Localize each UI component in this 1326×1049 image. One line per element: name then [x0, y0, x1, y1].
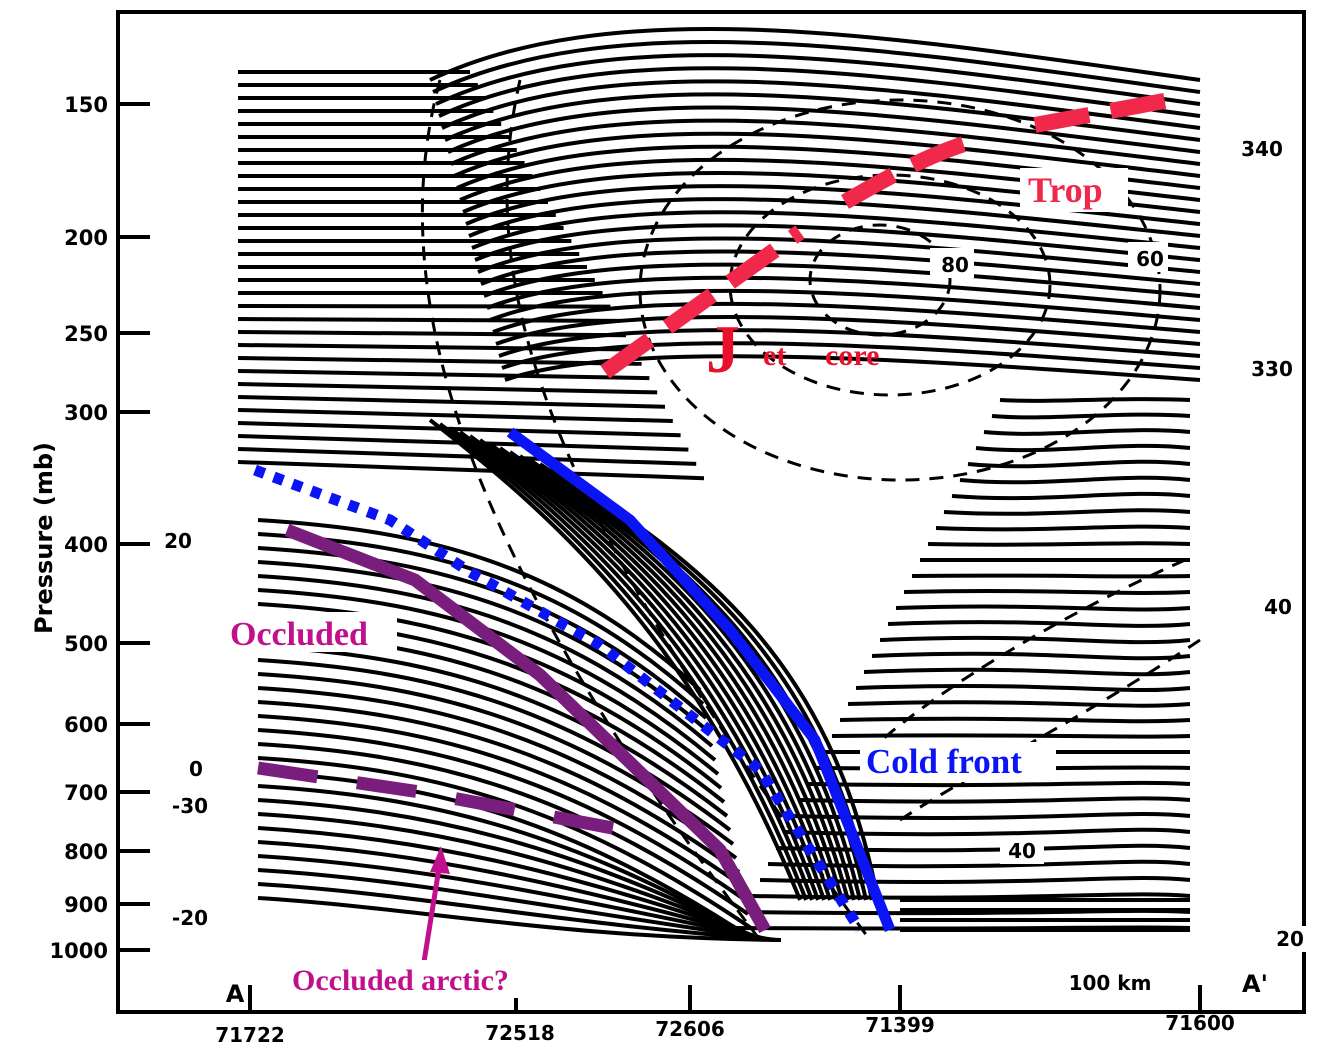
occluded-arctic-arrow — [420, 846, 450, 969]
section-end-right: A' — [1242, 970, 1268, 998]
y-axis-title: Pressure (mb) — [30, 442, 58, 634]
ytick-600: 600 — [64, 713, 108, 737]
pressure-axis: 150 200 250 300 400 500 600 700 800 900 … — [50, 93, 150, 963]
ytick-400: 400 — [64, 533, 108, 557]
station-72518: 72518 — [485, 1021, 555, 1045]
ytick-1000: 1000 — [50, 939, 108, 963]
ytick-250: 250 — [64, 322, 108, 346]
occluded-arctic-line — [257, 761, 652, 842]
isotach-label-80: 80 — [941, 253, 969, 277]
station-72606: 72606 — [655, 1017, 725, 1041]
isotherm-label-minus20: -20 — [172, 906, 208, 930]
ytick-800: 800 — [64, 840, 108, 864]
plot-frame — [116, 10, 1306, 1014]
ytick-500: 500 — [64, 632, 108, 656]
isotach-label-60: 60 — [1136, 247, 1164, 271]
cold-front-line — [506, 427, 896, 933]
occluded-label: Occluded — [230, 616, 368, 653]
isotherm-label-minus30: -30 — [172, 794, 208, 818]
trop-label: Trop — [1028, 170, 1103, 210]
station-71600: 71600 — [1165, 1011, 1235, 1035]
ytick-300: 300 — [64, 401, 108, 425]
section-end-left: A — [226, 980, 245, 1008]
isotach-label-20-right: 20 — [1276, 927, 1304, 951]
occluded-front-line — [284, 523, 771, 934]
ytick-900: 900 — [64, 893, 108, 917]
jet-core-core: core — [825, 339, 879, 372]
scale-note: 100 km — [1069, 971, 1152, 995]
jet-core-et: et — [763, 339, 786, 372]
isotherm-label-20: 20 — [164, 529, 192, 553]
cold-front-label: Cold front — [866, 742, 1022, 781]
isotach-label-40-right: 40 — [1264, 595, 1292, 619]
isotach-label-40-lower: 40 — [1008, 839, 1036, 863]
isentrope-lines — [237, 26, 1201, 942]
ytick-200: 200 — [64, 226, 108, 250]
station-71399: 71399 — [865, 1013, 935, 1037]
tropopause-line — [600, 90, 1182, 379]
isentrope-label-340: 340 — [1241, 137, 1283, 161]
station-71722: 71722 — [215, 1023, 285, 1047]
isentrope-label-330: 330 — [1251, 357, 1293, 381]
isotherm-label-0: 0 — [189, 757, 203, 781]
jet-core-J: J — [706, 311, 740, 387]
ytick-700: 700 — [64, 781, 108, 805]
frontal-boundary-dotted — [253, 464, 865, 933]
ytick-150: 150 — [64, 93, 108, 117]
occluded-arctic-label: Occluded arctic? — [292, 964, 509, 997]
station-axis: 71722 72518 72606 71399 71600 — [215, 985, 1235, 1047]
